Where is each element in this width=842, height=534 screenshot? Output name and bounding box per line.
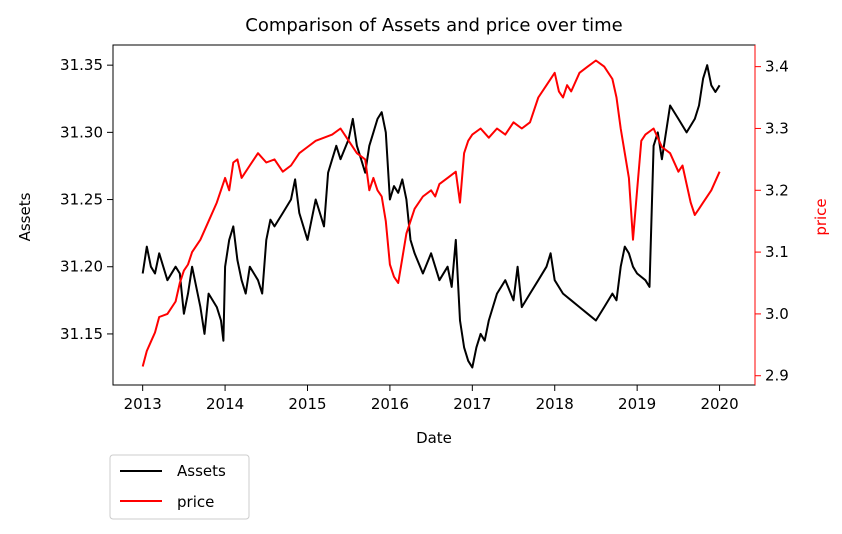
series-line-assets	[141, 64, 721, 369]
y-left-tick-label: 31.30	[60, 123, 103, 141]
x-tick-label: 2018	[536, 395, 574, 413]
series-line-price	[141, 59, 721, 367]
y-right-tick-label: 3.1	[765, 243, 789, 261]
x-tick-label: 2019	[618, 395, 656, 413]
y-axis-right-label: price	[812, 198, 830, 235]
x-axis-label: Date	[416, 429, 452, 447]
axes-frame	[112, 44, 756, 386]
x-tick-label: 2013	[124, 395, 162, 413]
y-right-tick-label: 3.2	[765, 181, 789, 199]
legend-label-assets: Assets	[177, 462, 226, 480]
series-layer	[141, 59, 721, 369]
y-axis-left: 31.15 31.20 31.25 31.30 31.35	[60, 56, 113, 343]
x-tick-label: 2017	[453, 395, 491, 413]
chart-title: Comparison of Assets and price over time	[245, 15, 623, 36]
y-axis-left-label: Assets	[16, 192, 34, 241]
y-left-tick-label: 31.15	[60, 325, 103, 343]
y-left-tick-label: 31.20	[60, 258, 103, 276]
x-tick-label: 2015	[288, 395, 326, 413]
y-right-tick-label: 2.9	[765, 367, 789, 385]
y-left-tick-label: 31.25	[60, 191, 103, 209]
y-right-tick-label: 3.0	[765, 305, 789, 323]
legend-label-price: price	[177, 493, 214, 511]
x-tick-label: 2016	[371, 395, 409, 413]
y-left-tick-label: 31.35	[60, 56, 103, 74]
x-axis: 2013 2014 2015 2016 2017 2018 2019 2020	[124, 385, 739, 413]
x-tick-label: 2020	[700, 395, 738, 413]
x-tick-label: 2014	[206, 395, 244, 413]
plot-area	[112, 44, 756, 386]
y-axis-right: 2.9 3.0 3.1 3.2 3.3 3.4	[754, 45, 789, 385]
y-right-tick-label: 3.4	[765, 58, 789, 76]
y-right-tick-label: 3.3	[765, 119, 789, 137]
legend: Assets price	[109, 454, 250, 520]
